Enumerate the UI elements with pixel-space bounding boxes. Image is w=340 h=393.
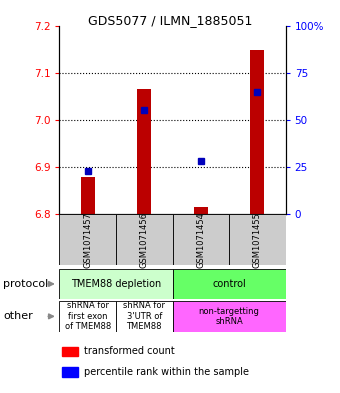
Bar — [229, 214, 286, 265]
Bar — [173, 214, 229, 265]
Text: GSM1071456: GSM1071456 — [140, 212, 149, 268]
Text: protocol: protocol — [3, 279, 49, 289]
Text: control: control — [212, 279, 246, 289]
Bar — [59, 301, 116, 332]
Text: GSM1071455: GSM1071455 — [253, 212, 262, 268]
Text: GSM1071457: GSM1071457 — [83, 212, 92, 268]
Bar — [194, 207, 208, 214]
Bar — [59, 269, 173, 299]
Text: non-targetting
shRNA: non-targetting shRNA — [199, 307, 259, 326]
Bar — [62, 367, 78, 377]
Bar — [59, 214, 116, 265]
Text: shRNA for
first exon
of TMEM88: shRNA for first exon of TMEM88 — [65, 301, 111, 331]
Text: shRNA for
3'UTR of
TMEM88: shRNA for 3'UTR of TMEM88 — [123, 301, 165, 331]
Text: other: other — [3, 311, 33, 321]
Text: transformed count: transformed count — [84, 346, 175, 356]
Bar — [116, 214, 173, 265]
Text: GDS5077 / ILMN_1885051: GDS5077 / ILMN_1885051 — [88, 14, 252, 27]
Bar — [173, 269, 286, 299]
Bar — [250, 50, 265, 214]
Bar — [62, 347, 78, 356]
Bar — [116, 301, 173, 332]
Text: TMEM88 depletion: TMEM88 depletion — [71, 279, 161, 289]
Bar — [173, 301, 286, 332]
Text: GSM1071454: GSM1071454 — [196, 212, 205, 268]
Text: percentile rank within the sample: percentile rank within the sample — [84, 367, 249, 377]
Bar — [81, 177, 95, 214]
Bar — [137, 89, 151, 214]
